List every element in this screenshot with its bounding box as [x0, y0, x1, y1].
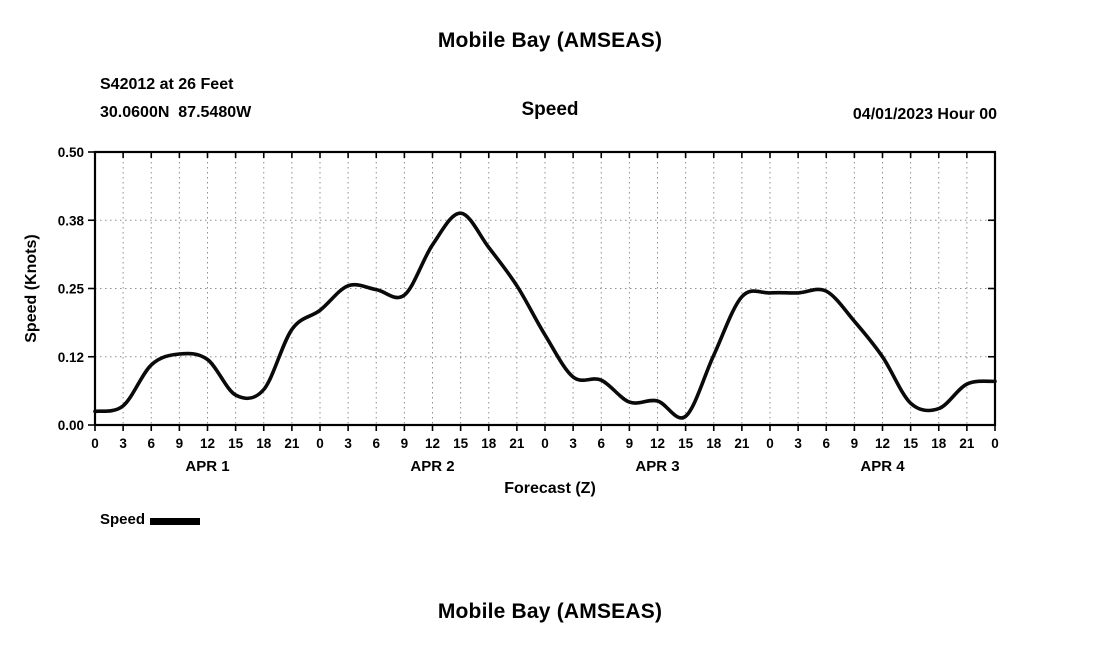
x-tick-label: 15: [903, 436, 919, 451]
day-label: APR 3: [635, 458, 679, 475]
x-tick-label: 9: [851, 436, 859, 451]
x-tick-label: 12: [875, 436, 890, 451]
x-tick-label: 18: [256, 436, 272, 451]
plot-frame: [93, 150, 997, 427]
x-tick-label: 12: [650, 436, 665, 451]
legend: Speed: [100, 511, 201, 528]
y-tick-label: 0.25: [58, 282, 85, 297]
x-tick-label: 0: [91, 436, 99, 451]
x-tick-label: 0: [991, 436, 999, 451]
next-chart-title: Mobile Bay (AMSEAS): [437, 600, 663, 623]
day-label: APR 1: [185, 458, 229, 475]
x-tick-label: 12: [200, 436, 215, 451]
x-tick-label: 18: [706, 436, 722, 451]
station-coordinates: 30.0600N 87.5480W: [100, 104, 252, 121]
y-tick-label: 0.12: [58, 350, 84, 365]
panel-title: Speed: [521, 99, 579, 120]
x-tick-label: 15: [453, 436, 469, 451]
x-tick-label: 21: [734, 436, 750, 451]
x-tick-label: 3: [344, 436, 352, 451]
x-tick-label: 21: [959, 436, 975, 451]
x-tick-label: 6: [597, 436, 605, 451]
x-tick-label: 21: [284, 436, 300, 451]
x-tick-label: 3: [794, 436, 802, 451]
x-tick-label: 9: [176, 436, 184, 451]
x-tick-label: 6: [372, 436, 380, 451]
x-axis-title: Forecast (Z): [504, 480, 596, 497]
forecast-run-label: 04/01/2023 Hour 00: [852, 106, 997, 123]
y-tick-label: 0.38: [58, 213, 85, 228]
x-tick-label: 12: [425, 436, 440, 451]
x-tick-label: 18: [481, 436, 497, 451]
x-tick-label: 9: [401, 436, 409, 451]
legend-line-swatch: [150, 517, 201, 525]
x-tick-label: 15: [228, 436, 244, 451]
y-tick-label: 0.00: [58, 418, 84, 433]
day-label: APR 2: [410, 458, 454, 475]
x-tick-label: 9: [626, 436, 634, 451]
y-tick-label: 0.50: [58, 145, 84, 160]
station-label: S42012 at 26 Feet: [100, 76, 234, 93]
x-tick-label: 15: [678, 436, 694, 451]
x-tick-label: 0: [541, 436, 549, 451]
chart-title: Mobile Bay (AMSEAS): [437, 29, 663, 52]
x-tick-label: 6: [822, 436, 830, 451]
x-tick-label: 6: [147, 436, 155, 451]
speed-line: [93, 211, 997, 420]
x-tick-label: 0: [766, 436, 774, 451]
x-tick-label: 0: [316, 436, 324, 451]
legend-label: Speed: [100, 511, 146, 528]
x-tick-label: 18: [931, 436, 947, 451]
x-tick-label: 3: [569, 436, 577, 451]
x-tick-label: 21: [509, 436, 525, 451]
day-label: APR 4: [860, 458, 905, 475]
x-tick-label: 3: [119, 436, 127, 451]
